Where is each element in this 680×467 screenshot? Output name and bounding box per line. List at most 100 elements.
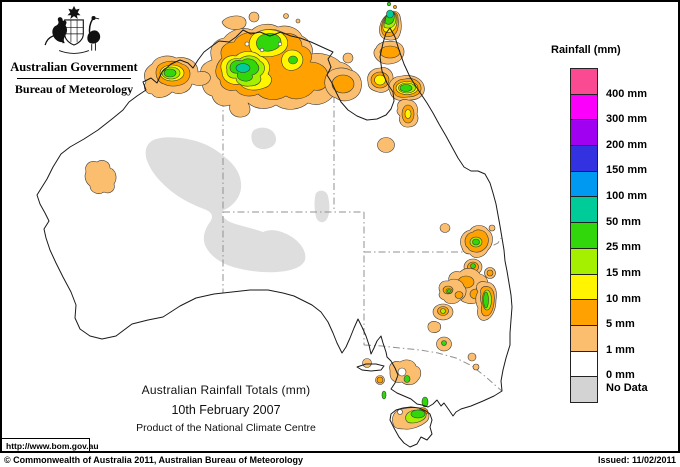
legend-label: 150 mm	[606, 164, 647, 177]
contour-band-1mm	[362, 358, 372, 368]
legend-label: 25 mm	[606, 241, 641, 254]
contour-band-1mm	[295, 18, 301, 24]
rainfall-region-kimberley	[144, 55, 211, 98]
legend-bar	[570, 68, 598, 403]
contour-band-1mm	[488, 224, 496, 232]
contour-band-5mm	[486, 269, 494, 277]
rainfall-region-north-queensland	[377, 75, 425, 153]
legend-label: 100 mm	[606, 190, 647, 203]
legend-label: 1 mm	[606, 343, 635, 356]
rainfall-region-top-end	[200, 23, 355, 118]
coat-of-arms-icon	[44, 5, 101, 54]
legend-swatch-magenta	[571, 94, 597, 121]
contour-band-1mm	[472, 363, 480, 371]
no-data-regions	[145, 127, 330, 273]
contour-band-5mm	[379, 45, 401, 59]
contour-hole	[259, 47, 265, 53]
contour-band-1mm	[342, 52, 354, 64]
rainfall-region-new-south-wales	[427, 268, 497, 371]
legend-swatch-teal	[571, 197, 597, 224]
logo-divider	[17, 78, 131, 79]
logo-bureau-text: Bureau of Meteorology	[14, 82, 134, 96]
rainfall-region-cape-york	[373, 1, 405, 65]
legend-labels: 400 mm 300 mm 200 mm 150 mm 100 mm 50 mm 25 mm…	[606, 68, 676, 403]
coastline-mainland	[36, 27, 513, 417]
contour-band-1mm	[84, 160, 117, 194]
legend-swatch-no_data	[571, 377, 597, 402]
legend-title: Rainfall (mm)	[551, 44, 621, 56]
legend-swatch-pink	[571, 69, 597, 95]
legend-swatch-yellow	[571, 274, 597, 301]
contour-band-5mm	[376, 376, 384, 384]
rainfall-contours	[84, 1, 497, 430]
legend-swatch-yellow_green	[571, 248, 597, 275]
coastline-tasmania	[389, 406, 433, 448]
contour-band-10mm	[404, 109, 412, 119]
coastlines	[36, 27, 513, 448]
contour-band-25mm	[483, 291, 489, 309]
legend-label: 15 mm	[606, 266, 641, 279]
no-data-region-central	[145, 137, 306, 273]
contour-hole	[244, 41, 250, 47]
contour-hole	[397, 367, 407, 377]
state-border-vic-nsw	[363, 344, 503, 392]
contour-band-25mm	[399, 84, 413, 92]
contour-band-1mm	[283, 13, 289, 19]
contour-band-50mm	[235, 63, 251, 73]
rainfall-region-victoria	[362, 358, 429, 408]
map-product-line: Product of the National Climate Centre	[136, 422, 316, 434]
legend-swatch-green	[571, 223, 597, 249]
legend-swatch-purple	[571, 120, 597, 147]
bom-logo: Australian Government Bureau of Meteorol…	[8, 5, 140, 97]
rainfall-region-tasmania	[392, 407, 430, 430]
legend-swatch-white	[571, 351, 597, 378]
no-data-region-border	[314, 190, 330, 223]
contour-band-25mm	[288, 55, 298, 65]
contour-band-1mm	[427, 321, 442, 333]
contour-band-50mm	[386, 9, 394, 19]
copyright-text: © Commonwealth of Australia 2011, Austra…	[4, 455, 304, 465]
map-date: 10th February 2007	[171, 403, 281, 417]
legend-label: 5 mm	[606, 318, 635, 331]
contour-band-25mm	[163, 68, 177, 78]
contour-band-1mm	[467, 352, 477, 362]
legend-swatch-blue	[571, 146, 597, 172]
no-data-region-tanami	[251, 127, 277, 150]
contour-band-25mm	[403, 375, 411, 383]
coastline-kangaroo-island	[356, 363, 385, 372]
logo-government-text: Australian Government	[10, 60, 138, 74]
contour-hole	[397, 409, 403, 415]
legend-label: 50 mm	[606, 215, 641, 228]
contour-band-1mm	[377, 137, 395, 153]
contour-band-5mm	[393, 5, 397, 9]
legend-swatch-orange	[571, 300, 597, 326]
contour-band-1mm	[221, 15, 247, 30]
contour-band-25mm	[421, 396, 429, 408]
contour-hole	[277, 41, 283, 47]
contour-band-25mm	[410, 409, 426, 419]
legend-label: No Data	[606, 382, 648, 395]
legend-label: 10 mm	[606, 292, 641, 305]
issued-date: Issued: 11/02/2011	[597, 455, 676, 465]
rainfall-region-tiwi-islands	[221, 11, 301, 30]
contour-band-25mm	[381, 390, 387, 400]
map-captions: Australian Rainfall Totals (mm) 10th Feb…	[96, 383, 356, 434]
contour-band-25mm	[386, 1, 392, 7]
bom-url: http://www.bom.gov.au	[2, 438, 99, 451]
rainfall-region-pilbara	[84, 160, 117, 194]
footer-strip: © Commonwealth of Australia 2011, Austra…	[0, 455, 680, 467]
legend-swatch-light_blue	[571, 171, 597, 198]
map-title: Australian Rainfall Totals (mm)	[141, 383, 311, 397]
rainfall-region-southeast-queensland	[460, 225, 493, 276]
rainfall-region-gulf-country	[324, 52, 394, 102]
legend-label: 300 mm	[606, 113, 647, 126]
contour-band-25mm	[472, 238, 480, 246]
contour-band-5mm	[454, 291, 464, 299]
legend-label: 0 mm	[606, 369, 635, 382]
legend-label: 200 mm	[606, 138, 647, 151]
contour-band-15mm	[440, 308, 446, 314]
contour-band-25mm	[447, 289, 451, 293]
legend-label: 400 mm	[606, 87, 647, 100]
